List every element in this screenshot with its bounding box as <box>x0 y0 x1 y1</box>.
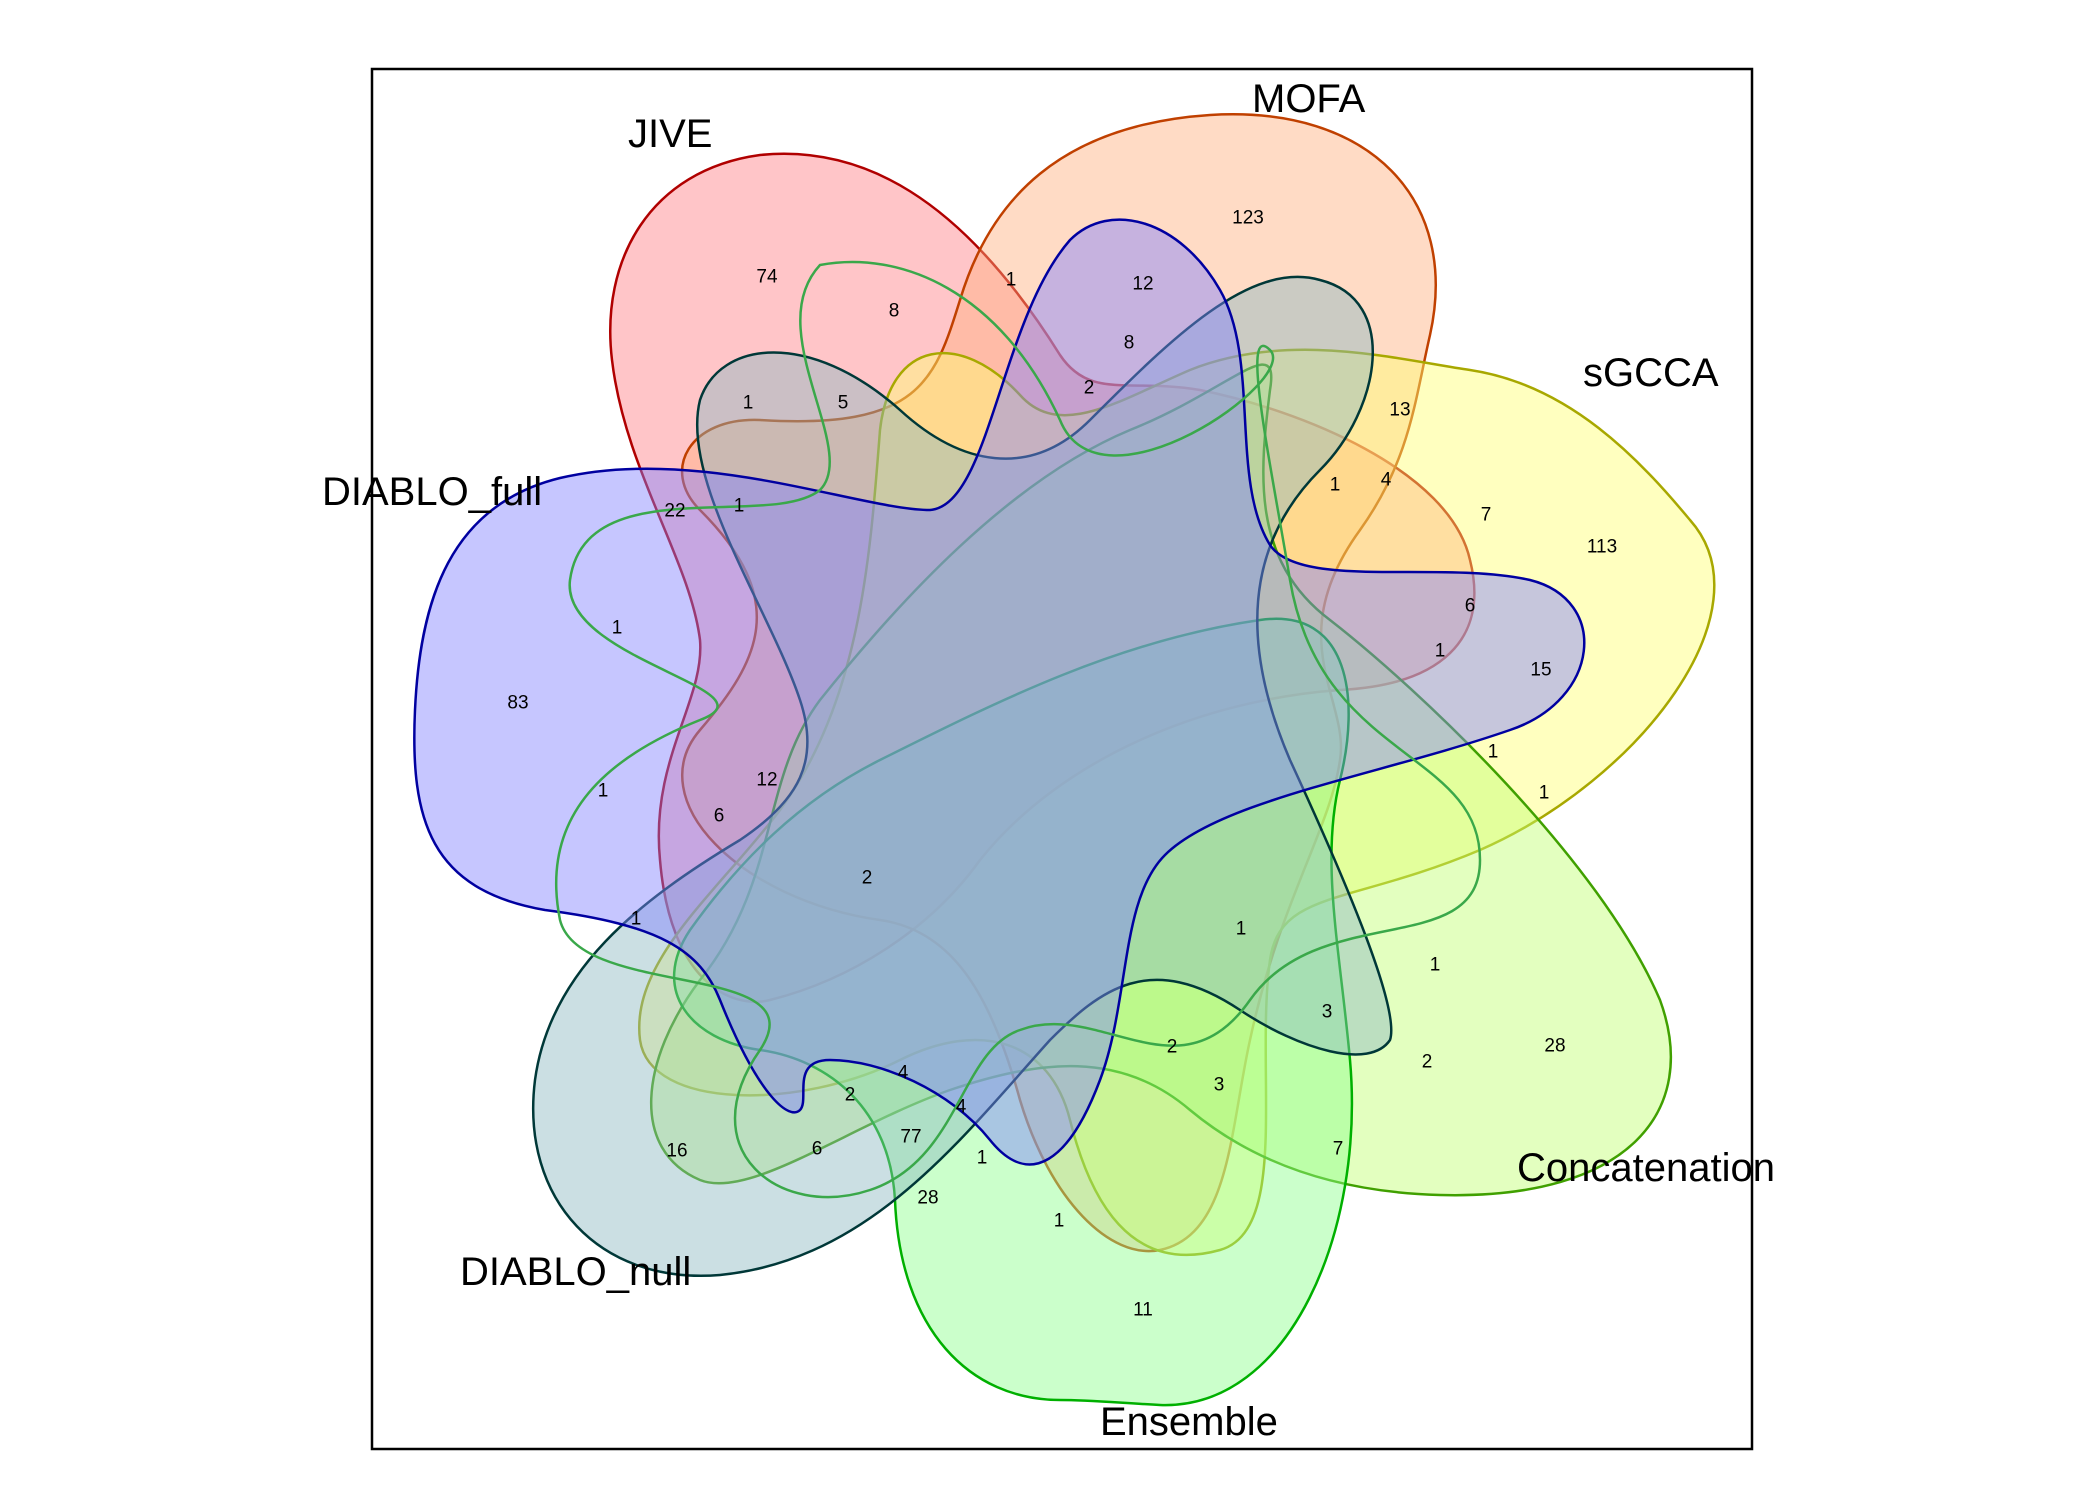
region-count: 2 <box>1167 1037 1178 1058</box>
region-count: 3 <box>1322 1002 1333 1023</box>
region-count: 12 <box>756 770 777 791</box>
region-count: 123 <box>1232 208 1264 229</box>
region-count: 1 <box>1435 641 1446 662</box>
region-count: 7 <box>1481 505 1492 526</box>
plot-border <box>370 67 1754 1451</box>
set-label: JIVE <box>628 112 712 156</box>
set-shape-sgcca <box>637 348 1716 1257</box>
set-shape-jive <box>609 152 1476 1004</box>
region-count: 1 <box>1236 919 1247 940</box>
region-count: 1 <box>1488 742 1499 763</box>
set-label: DIABLO_full <box>322 470 542 514</box>
region-count: 22 <box>664 501 685 522</box>
region-count: 8 <box>1124 333 1135 354</box>
region-count: 113 <box>1587 537 1617 558</box>
region-count: 28 <box>917 1188 938 1209</box>
region-count: 77 <box>900 1127 921 1148</box>
region-count: 1 <box>631 909 642 930</box>
set-shape-diablo-full <box>413 218 1586 1166</box>
set-shape-ensemble <box>672 617 1354 1407</box>
set-label: Concatenation <box>1517 1146 1775 1190</box>
region-count: 2 <box>1084 378 1095 399</box>
region-count: 28 <box>1544 1036 1565 1057</box>
region-count: 1 <box>1330 475 1341 496</box>
region-count: 4 <box>1381 470 1392 491</box>
region-count: 12 <box>1132 274 1153 295</box>
region-count: 7 <box>1333 1139 1344 1160</box>
set-shape-mofa <box>680 113 1437 1253</box>
region-count: 2 <box>1422 1052 1433 1073</box>
region-count: 1 <box>977 1148 988 1169</box>
region-count: 1 <box>743 393 754 414</box>
set-labels: JIVE MOFA sGCCA Concatenation Ensemble D… <box>322 77 1775 1444</box>
region-count: 6 <box>812 1139 823 1160</box>
set-shape-concatenation <box>649 363 1673 1197</box>
region-count: 83 <box>507 693 528 714</box>
region-count: 16 <box>666 1141 687 1162</box>
set-label: sGCCA <box>1583 351 1719 395</box>
set-label: DIABLO_null <box>460 1250 691 1294</box>
region-count: 1 <box>612 618 623 639</box>
region-counts: 74 1 8 123 12 8 2 1 5 13 1 4 7 113 6 1 1… <box>507 208 1617 1321</box>
region-count: 2 <box>862 868 873 889</box>
region-count: 11 <box>1133 1300 1153 1321</box>
region-count: 1 <box>1430 955 1441 976</box>
set-label: MOFA <box>1252 77 1366 121</box>
region-count: 6 <box>714 806 725 827</box>
region-count: 1 <box>1539 783 1550 804</box>
region-count: 4 <box>898 1063 909 1084</box>
region-count: 4 <box>956 1097 967 1118</box>
region-count: 2 <box>845 1085 856 1106</box>
region-count: 1 <box>598 781 609 802</box>
region-count: 1 <box>1054 1211 1065 1232</box>
region-count: 74 <box>756 267 778 288</box>
region-count: 1 <box>734 496 745 517</box>
region-count: 8 <box>889 301 900 322</box>
region-count: 15 <box>1530 660 1551 681</box>
set-shape-jive-inner <box>554 260 1482 1199</box>
set-label: Ensemble <box>1100 1400 1278 1444</box>
region-count: 1 <box>1006 270 1017 291</box>
region-count: 3 <box>1214 1075 1225 1096</box>
region-count: 6 <box>1465 596 1476 617</box>
set-shapes <box>413 113 1716 1407</box>
region-count: 13 <box>1389 400 1410 421</box>
region-count: 5 <box>838 393 849 414</box>
